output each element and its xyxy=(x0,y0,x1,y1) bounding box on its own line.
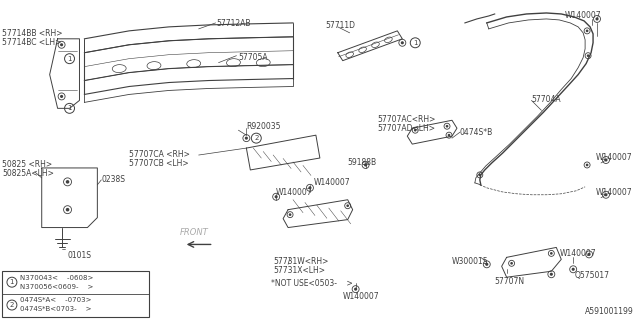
Text: A591001199: A591001199 xyxy=(585,307,634,316)
Text: 57705A: 57705A xyxy=(239,53,268,62)
Text: 57704A: 57704A xyxy=(531,95,561,104)
Circle shape xyxy=(588,253,591,256)
Text: 50825 <RH>: 50825 <RH> xyxy=(2,160,52,169)
Text: 1: 1 xyxy=(67,56,72,62)
Circle shape xyxy=(308,186,312,189)
Circle shape xyxy=(479,173,481,176)
Text: 0238S: 0238S xyxy=(101,175,125,184)
Text: 0101S: 0101S xyxy=(68,252,92,260)
Circle shape xyxy=(289,213,291,216)
Text: W140007: W140007 xyxy=(559,249,596,259)
Circle shape xyxy=(587,54,589,57)
Text: 0474S*B: 0474S*B xyxy=(460,128,493,137)
Text: FRONT: FRONT xyxy=(179,228,208,237)
Circle shape xyxy=(414,129,417,132)
Circle shape xyxy=(66,208,69,212)
Text: 1: 1 xyxy=(67,105,72,111)
Text: *NOT USE<0503-    >: *NOT USE<0503- > xyxy=(271,279,353,288)
Text: 0474S*A<    -0703>: 0474S*A< -0703> xyxy=(20,297,92,303)
Circle shape xyxy=(244,137,248,140)
Circle shape xyxy=(604,193,607,196)
Circle shape xyxy=(572,268,575,271)
Circle shape xyxy=(510,262,513,265)
Circle shape xyxy=(586,164,588,166)
Text: Q575017: Q575017 xyxy=(574,271,609,280)
Text: 2: 2 xyxy=(254,135,259,141)
Text: 1: 1 xyxy=(413,40,417,46)
Text: 57707CA <RH>: 57707CA <RH> xyxy=(129,150,190,159)
Text: W140007: W140007 xyxy=(343,292,380,301)
Circle shape xyxy=(275,195,278,198)
Text: 57707N: 57707N xyxy=(495,277,525,286)
Circle shape xyxy=(604,158,607,162)
Text: W140007: W140007 xyxy=(314,178,351,187)
Text: 57731X<LH>: 57731X<LH> xyxy=(273,266,325,275)
Circle shape xyxy=(66,180,69,184)
Circle shape xyxy=(364,164,367,166)
Circle shape xyxy=(447,134,451,137)
Text: W140007: W140007 xyxy=(596,153,633,162)
Circle shape xyxy=(60,43,63,46)
Text: 57714BB <RH>: 57714BB <RH> xyxy=(2,29,63,38)
Circle shape xyxy=(445,125,449,128)
Text: 2: 2 xyxy=(10,302,14,308)
Circle shape xyxy=(550,273,553,276)
Text: N370056<0609-    >: N370056<0609- > xyxy=(20,284,93,290)
Text: 59188B: 59188B xyxy=(348,158,377,167)
Text: 1: 1 xyxy=(10,279,14,285)
Text: 50825A<LH>: 50825A<LH> xyxy=(2,169,54,178)
Text: 57712AB: 57712AB xyxy=(216,19,251,28)
Circle shape xyxy=(60,95,63,98)
Text: 0474S*B<0703-    >: 0474S*B<0703- > xyxy=(20,306,92,312)
Text: 57707CB <LH>: 57707CB <LH> xyxy=(129,159,189,168)
Text: W300015: W300015 xyxy=(452,257,488,266)
Text: 57714BC <LH>: 57714BC <LH> xyxy=(2,38,61,47)
Circle shape xyxy=(550,252,553,255)
Text: N370043<    -0608>: N370043< -0608> xyxy=(20,275,93,281)
Circle shape xyxy=(401,41,404,44)
Text: 57731W<RH>: 57731W<RH> xyxy=(273,257,328,266)
Circle shape xyxy=(354,288,357,291)
Circle shape xyxy=(586,29,588,32)
Circle shape xyxy=(346,204,349,207)
Text: W140007: W140007 xyxy=(564,11,601,20)
Text: W140007: W140007 xyxy=(276,188,313,197)
Circle shape xyxy=(485,263,488,266)
Text: R920035: R920035 xyxy=(246,122,281,131)
Text: 57711D: 57711D xyxy=(326,21,356,30)
Text: 57707AD<LH>: 57707AD<LH> xyxy=(378,124,435,133)
Bar xyxy=(2,271,149,317)
Text: 57707AC<RH>: 57707AC<RH> xyxy=(378,115,436,124)
Text: W140007: W140007 xyxy=(596,188,633,197)
Circle shape xyxy=(595,17,598,20)
